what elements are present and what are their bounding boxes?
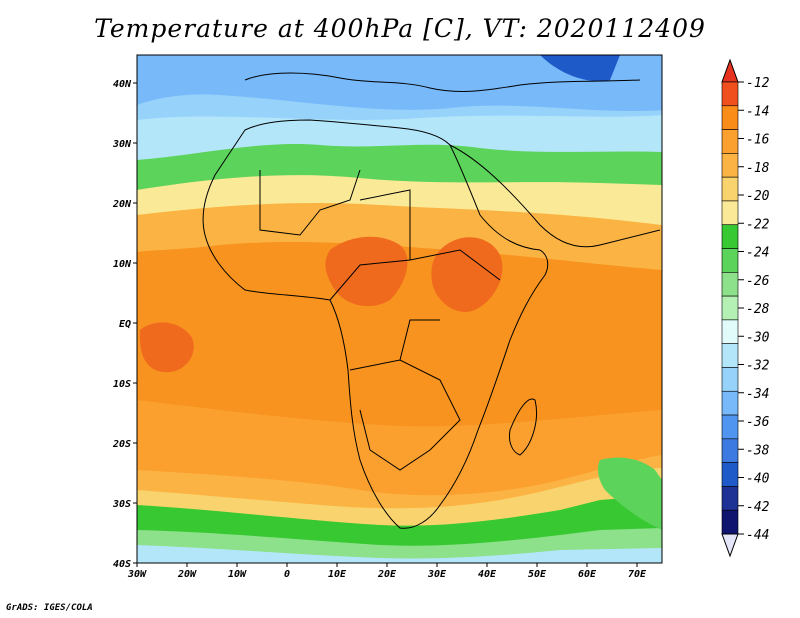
colorbar-segment <box>721 295 739 321</box>
lat-tick-label: 30S <box>112 499 131 510</box>
field-band-light-orange <box>137 203 662 270</box>
field-green-patch-southeast <box>597 457 662 530</box>
lat-tick-label: 40S <box>113 559 131 570</box>
lat-tick-label: 10N <box>113 259 132 270</box>
colorbar-segment <box>721 438 739 463</box>
colorbar-segment <box>721 367 739 392</box>
colorbar-label: -22 <box>746 217 770 232</box>
colorbar-segment <box>721 462 739 487</box>
lon-tick-label: 10E <box>328 569 347 580</box>
colorbar-label: -14 <box>746 104 769 119</box>
colorbar-label: -36 <box>746 415 770 430</box>
colorbar-label: -42 <box>746 500 770 515</box>
colorbar-segment <box>721 200 739 226</box>
field-warm-core-east <box>431 237 503 312</box>
colorbar-segment <box>721 81 739 107</box>
field-band-south-cyan <box>137 545 662 563</box>
lat-tick-label: 10S <box>113 379 131 390</box>
colorbar-segment <box>721 486 739 511</box>
colorbar-label: -32 <box>746 359 770 374</box>
colorbar-label: -38 <box>746 443 770 458</box>
country-borders-south <box>349 319 461 471</box>
colorbar-label: -40 <box>746 472 770 487</box>
colorbar-label: -28 <box>746 302 770 317</box>
colorbar-segment <box>721 509 739 535</box>
lon-tick-label: 30E <box>427 569 447 580</box>
colorbar-label: -44 <box>746 528 769 543</box>
colorbar-label: -30 <box>746 330 770 345</box>
field-warm-core-central <box>325 236 408 307</box>
lon-tick-label: 40E <box>478 569 497 580</box>
colorbar-label: -34 <box>746 387 769 402</box>
field-cold-core <box>540 55 620 82</box>
colorbar-segment <box>721 224 739 249</box>
colorbar-bottom-arrow <box>721 533 739 558</box>
credit-text: GrADS: IGES/COLA <box>6 603 93 613</box>
colorbar-label: -16 <box>746 133 770 148</box>
colorbar-label: -24 <box>746 246 769 261</box>
country-borders-north <box>259 169 501 301</box>
colorbar-segment <box>721 343 739 368</box>
colorbar-segment <box>721 390 739 416</box>
colorbar-label: -20 <box>746 189 770 204</box>
lon-tick-label: 70E <box>628 569 647 580</box>
lat-tick-label: 20N <box>112 199 132 210</box>
lon-tick-label: 60E <box>578 569 597 580</box>
lon-tick-label: 0 <box>284 569 290 580</box>
colorbar-segment <box>721 248 739 273</box>
field-warm-core-atlantic <box>139 322 194 373</box>
africa-coastline <box>202 119 549 529</box>
lon-tick-label: 50E <box>528 569 547 580</box>
map-title: Temperature at 400hPa [C], VT: 202011240… <box>94 14 706 43</box>
plot-frame <box>136 54 663 564</box>
lon-tick-label: 10W <box>228 569 247 580</box>
colorbar-label: -18 <box>746 161 770 176</box>
colorbar-segment <box>721 319 739 344</box>
colorbar-segment <box>721 129 739 154</box>
lat-tick-label: 30N <box>112 139 132 150</box>
arabia-coastline <box>449 144 661 248</box>
colorbar-segment <box>721 105 739 130</box>
temperature-field <box>137 55 662 563</box>
lat-tick-label: 20S <box>112 439 131 450</box>
lon-tick-label: 30W <box>127 569 147 580</box>
coastlines <box>202 72 661 529</box>
lat-tick-label: 40N <box>113 79 132 90</box>
madagascar-coastline <box>509 398 537 456</box>
lon-tick-label: 20E <box>377 569 397 580</box>
colorbar-segment <box>721 153 739 178</box>
colorbar-segment <box>721 414 739 440</box>
europe-coastline <box>244 72 641 92</box>
colorbar: -12 -14 -16 -18 -20 -22 -24 -26 -28 -30 -32 -34 -36 -… <box>721 58 770 558</box>
lat-tick-label: EQ <box>119 319 131 330</box>
lon-tick-label: 20W <box>177 569 197 580</box>
colorbar-top-arrow <box>721 58 739 83</box>
colorbar-segment <box>721 176 739 202</box>
colorbar-segment <box>721 272 739 297</box>
colorbar-label: -26 <box>746 274 770 289</box>
colorbar-label: -12 <box>746 76 770 91</box>
